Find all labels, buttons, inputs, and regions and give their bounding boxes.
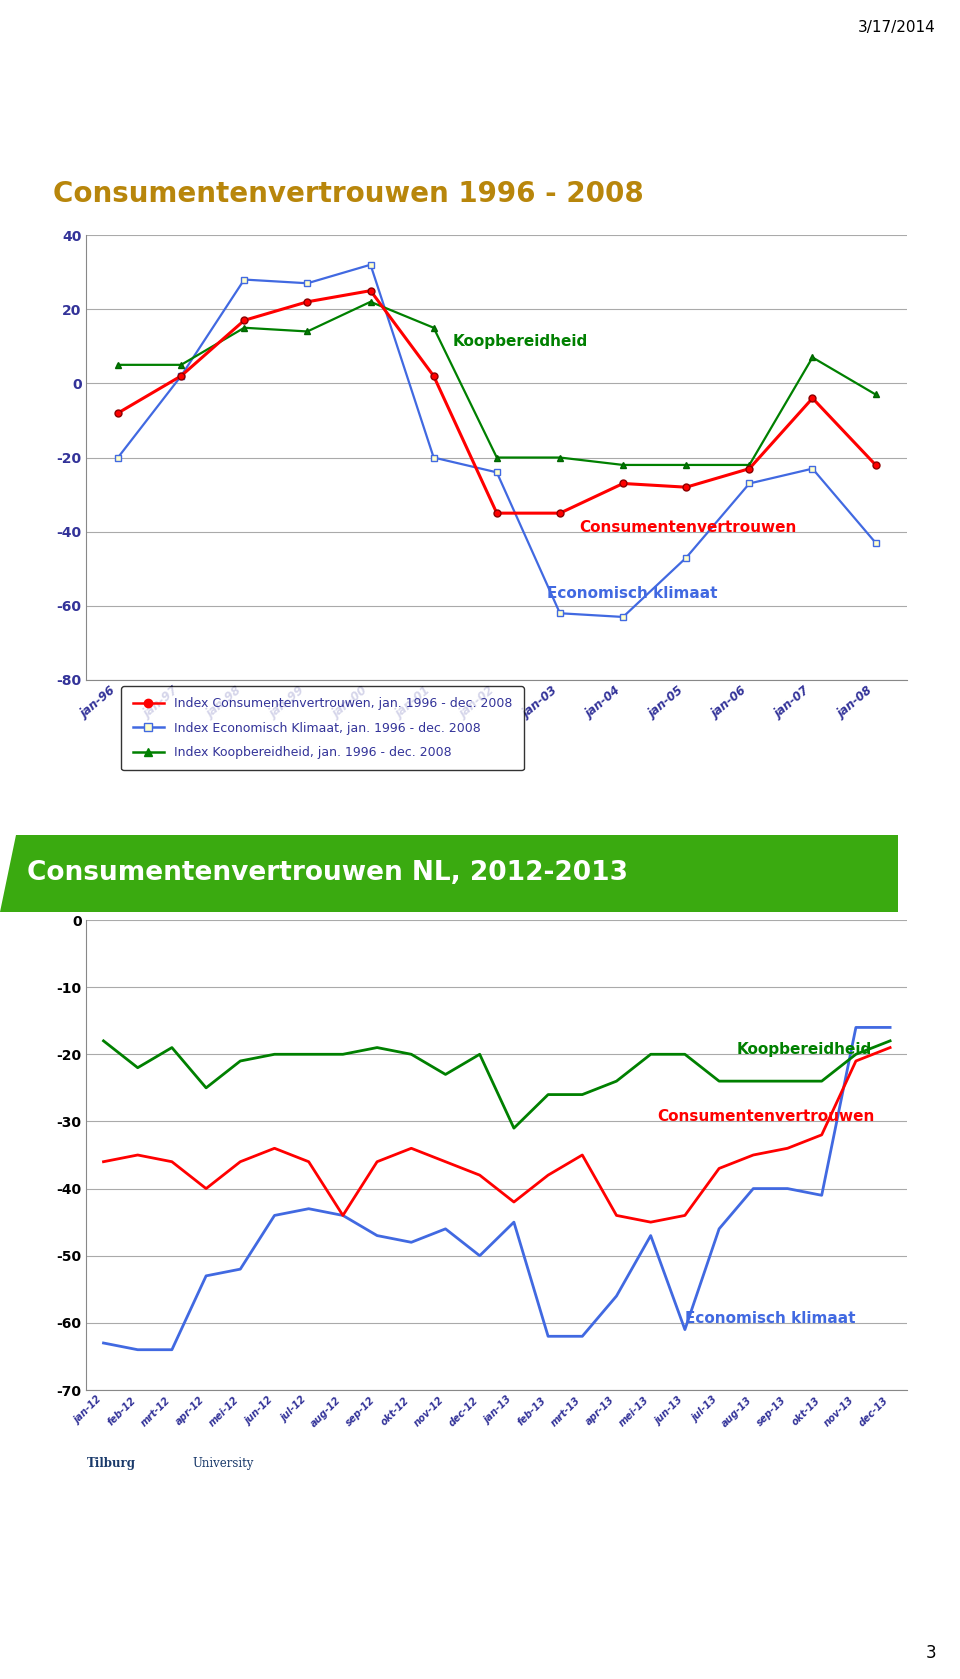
Text: Consumentenvertrouwen NL, 2012-2013: Consumentenvertrouwen NL, 2012-2013 bbox=[27, 861, 628, 887]
Text: 3: 3 bbox=[925, 1644, 936, 1662]
Text: Consumentenvertrouwen: Consumentenvertrouwen bbox=[579, 520, 796, 534]
Text: Koopbereidheid: Koopbereidheid bbox=[452, 334, 588, 349]
Polygon shape bbox=[0, 834, 898, 912]
Text: Consumentenvertrouwen 1996 - 2008: Consumentenvertrouwen 1996 - 2008 bbox=[53, 180, 643, 208]
Text: Economisch klimaat: Economisch klimaat bbox=[684, 1311, 855, 1326]
Text: Koopbereidheid: Koopbereidheid bbox=[736, 1043, 872, 1058]
Text: 3/17/2014: 3/17/2014 bbox=[858, 20, 936, 35]
Text: University: University bbox=[192, 1457, 253, 1471]
Text: Economisch klimaat: Economisch klimaat bbox=[547, 586, 718, 601]
Text: Consumentenvertrouwen: Consumentenvertrouwen bbox=[658, 1110, 875, 1125]
Text: Tilburg: Tilburg bbox=[86, 1457, 135, 1471]
Legend: Index Consumentenvertrouwen, jan. 1996 - dec. 2008, Index Economisch Klimaat, ja: Index Consumentenvertrouwen, jan. 1996 -… bbox=[122, 687, 523, 771]
